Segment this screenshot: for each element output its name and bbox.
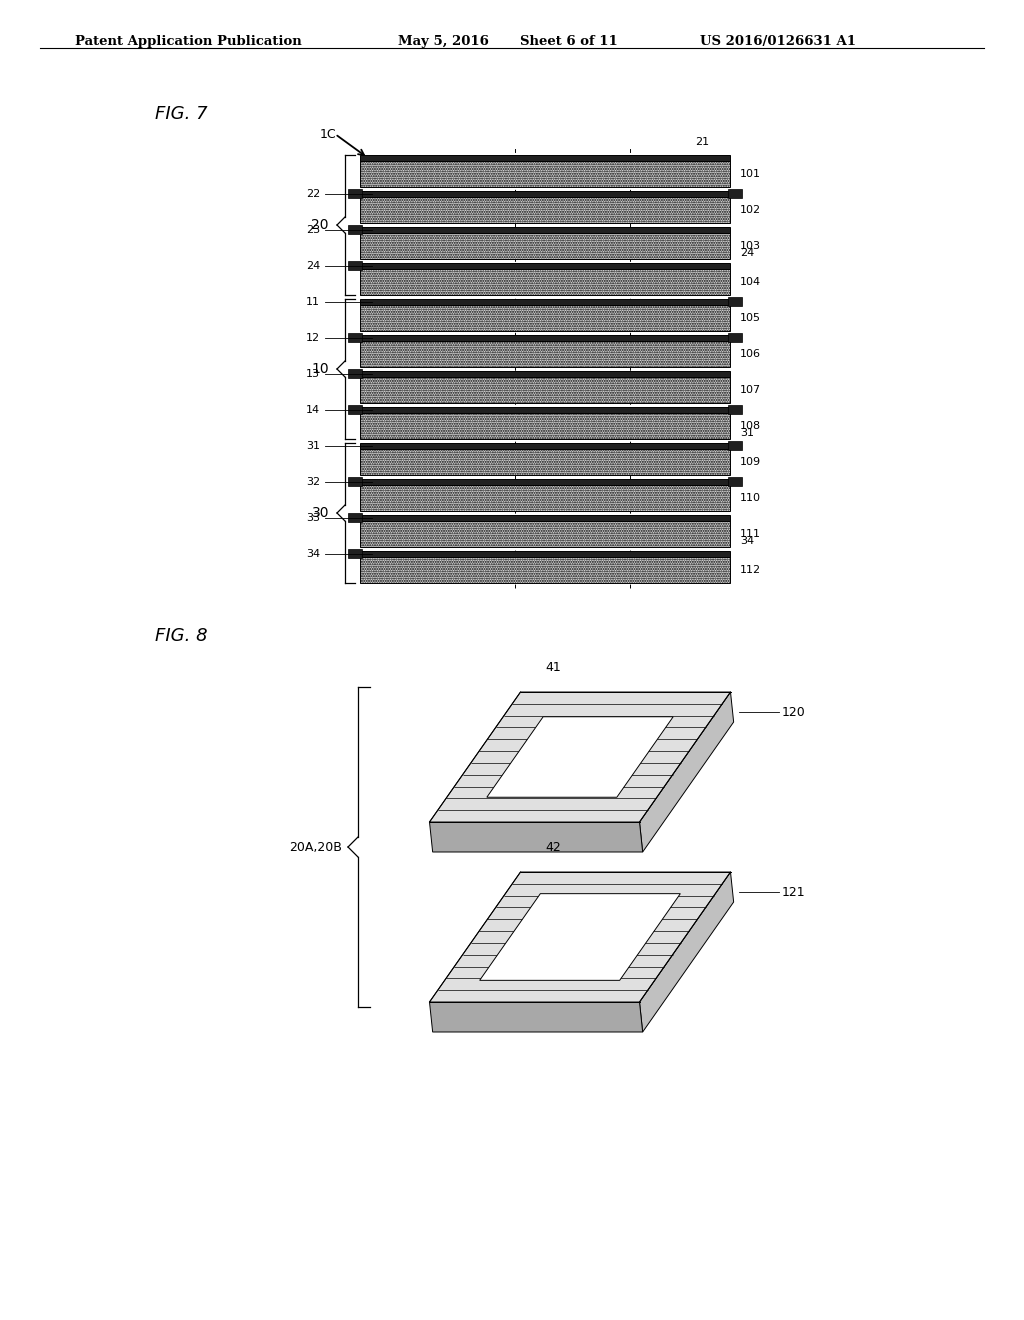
Bar [348,405,362,414]
Text: 105: 105 [740,313,761,323]
Bar [728,477,742,486]
Bar [360,300,730,305]
Bar [348,189,362,198]
Text: 24: 24 [306,261,319,271]
Bar [348,370,362,378]
Text: 109: 109 [740,457,761,467]
Bar [360,479,730,484]
Bar [348,224,362,234]
Polygon shape [640,873,733,1032]
Text: 20: 20 [311,218,329,232]
Text: 107: 107 [740,385,761,395]
Bar [360,263,730,269]
Bar [360,413,730,440]
Polygon shape [479,894,680,981]
Bar [348,549,362,558]
Bar [348,333,362,342]
Bar [360,407,730,413]
Bar [360,521,730,546]
Polygon shape [429,1002,643,1032]
Text: 104: 104 [740,277,761,286]
Text: 10: 10 [311,362,329,376]
Bar [360,154,730,161]
Text: 41: 41 [546,661,561,675]
Bar [728,333,742,342]
Text: 22: 22 [306,189,319,199]
Text: 24: 24 [740,248,755,257]
Text: 102: 102 [740,205,761,215]
Bar [360,305,730,331]
Polygon shape [429,692,730,822]
Text: 33: 33 [306,513,319,523]
Bar [728,189,742,198]
Text: 111: 111 [740,529,761,539]
Text: 112: 112 [740,565,761,576]
Text: 34: 34 [306,549,319,558]
Text: 106: 106 [740,348,761,359]
Text: 1C: 1C [319,128,337,141]
Text: 23: 23 [306,224,319,235]
Text: 31: 31 [740,428,754,438]
Bar [360,269,730,294]
Text: 14: 14 [306,405,319,414]
Bar [360,227,730,234]
Text: FIG. 8: FIG. 8 [155,627,208,645]
Polygon shape [640,692,733,851]
Bar [360,161,730,187]
Bar [360,371,730,378]
Bar [360,341,730,367]
Bar [348,261,362,271]
Bar [360,335,730,341]
Text: May 5, 2016: May 5, 2016 [398,36,488,48]
Bar [728,297,742,306]
Bar [360,550,730,557]
Text: 34: 34 [740,536,754,546]
Bar [360,191,730,197]
Text: 20A,20B: 20A,20B [289,841,342,854]
Bar [360,484,730,511]
Text: 121: 121 [781,886,805,899]
Bar [728,441,742,450]
Text: 110: 110 [740,492,761,503]
Bar [360,449,730,475]
Polygon shape [486,717,673,797]
Bar [728,405,742,414]
Text: 103: 103 [740,242,761,251]
Text: 21: 21 [695,137,710,147]
Text: 11: 11 [306,297,319,308]
Text: FIG. 7: FIG. 7 [155,106,208,123]
Text: 30: 30 [311,506,329,520]
Text: 42: 42 [546,841,561,854]
Polygon shape [429,822,643,851]
Bar [348,513,362,521]
Text: 12: 12 [306,333,319,343]
Bar [348,477,362,486]
Bar [360,515,730,521]
Text: 31: 31 [306,441,319,451]
Bar [360,378,730,403]
Text: US 2016/0126631 A1: US 2016/0126631 A1 [700,36,856,48]
Bar [360,197,730,223]
Text: 108: 108 [740,421,761,432]
Text: 101: 101 [740,169,761,180]
Bar [360,234,730,259]
Text: 32: 32 [306,477,319,487]
Bar [360,444,730,449]
Text: 13: 13 [306,370,319,379]
Polygon shape [429,873,730,1002]
Text: Sheet 6 of 11: Sheet 6 of 11 [520,36,617,48]
Text: Patent Application Publication: Patent Application Publication [75,36,302,48]
Text: 120: 120 [781,705,806,718]
Bar [360,557,730,583]
